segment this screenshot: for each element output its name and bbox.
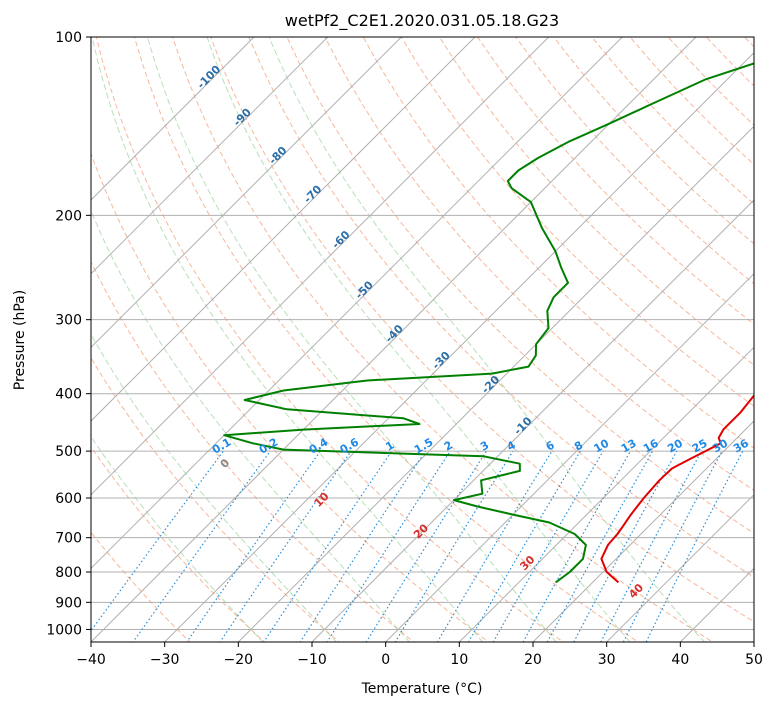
dry-adiabat (95, 37, 565, 642)
x-tick-label: −20 (224, 652, 254, 668)
mixing-ratio-line (600, 450, 703, 642)
dry-adiabat (91, 531, 191, 642)
y-axis-ticks: 100 200 300 400 500 600 700 800 900 1000 (46, 30, 91, 638)
mixing-ratio-line (436, 450, 553, 642)
x-axis-ticks: −40 −30 −20 −10 0 10 20 30 40 50 (76, 642, 763, 668)
dry-adiabat (172, 37, 714, 642)
dry-adiabat (286, 37, 754, 535)
moist-adiabat (91, 435, 264, 642)
x-axis-label: Temperature (°C) (361, 681, 483, 697)
y-tick-label: 600 (55, 491, 82, 507)
y-tick-label: 100 (55, 30, 82, 46)
mixing-ratio-line (326, 450, 451, 642)
dry-adiabat (91, 260, 415, 642)
dry-adiabat (133, 37, 639, 642)
isotherm-gridline (91, 37, 476, 422)
x-tick-label: 30 (598, 652, 616, 668)
dry-adiabat (91, 152, 490, 642)
mixing-ratio-line (492, 450, 604, 642)
y-tick-label: 500 (55, 444, 82, 460)
y-tick-label: 900 (55, 595, 82, 611)
moist-adiabat (268, 37, 706, 642)
dry-adiabat (210, 37, 754, 623)
isotherm-gridline (311, 199, 754, 642)
y-tick-label: 300 (55, 313, 82, 329)
isotherm-gridline (91, 37, 697, 642)
moist-adiabat (147, 37, 557, 642)
mixing-ratio-line (299, 450, 426, 642)
plot-area (91, 37, 754, 642)
x-tick-label: 0 (381, 652, 390, 668)
x-tick-label: −10 (297, 652, 327, 668)
moist-adiabat (91, 37, 484, 642)
moist-adiabat (91, 333, 337, 642)
mixing-ratio-line (573, 450, 678, 642)
isotherm-gridline (91, 37, 623, 570)
x-tick-label: 10 (450, 652, 468, 668)
mixing-ratio-line (365, 450, 487, 642)
moist-adiabat (91, 209, 411, 642)
dry-adiabat (362, 37, 754, 449)
dry-adiabat (248, 37, 754, 578)
isotherm-gridline (385, 272, 754, 642)
y-tick-label: 400 (55, 387, 82, 403)
temperature-profile (600, 393, 754, 584)
x-tick-label: 20 (524, 652, 542, 668)
dewpoint-profile (223, 62, 754, 584)
y-tick-label: 1000 (46, 622, 82, 638)
mixing-ratio-line (394, 450, 514, 642)
y-tick-label: 200 (55, 208, 82, 224)
mixing-ratio-line (263, 450, 393, 642)
dry-adiabat (91, 356, 340, 642)
mixing-ratio-line (186, 450, 321, 642)
isotherm-gridline (532, 420, 754, 642)
plot-frame (90, 36, 755, 643)
x-tick-label: 50 (745, 652, 763, 668)
x-tick-label: −30 (150, 652, 180, 668)
moist-adiabat (206, 37, 631, 642)
isotherm-gridline (606, 493, 754, 642)
y-axis-label: Pressure (hPa) (12, 290, 28, 390)
y-tick-label: 700 (55, 531, 82, 547)
isotherm-gridline (91, 37, 402, 349)
chart-title: wetPf2_C2E1.2020.031.05.18.G23 (285, 11, 559, 31)
dry-adiabat (438, 37, 754, 366)
dry-adiabat (477, 37, 754, 325)
isotherm-gridline (458, 346, 754, 642)
x-tick-label: 40 (671, 652, 689, 668)
isotherm-gridline (164, 51, 754, 642)
mixing-ratio-line (467, 450, 581, 642)
mixing-ratio-line (219, 450, 352, 642)
isotherm-gridline (91, 37, 329, 275)
isotherm-gridline (91, 37, 255, 201)
y-tick-label: 800 (55, 565, 82, 581)
x-tick-label: −40 (76, 652, 106, 668)
isotherm-gridline (91, 37, 550, 496)
mixing-ratio-line (91, 450, 224, 632)
